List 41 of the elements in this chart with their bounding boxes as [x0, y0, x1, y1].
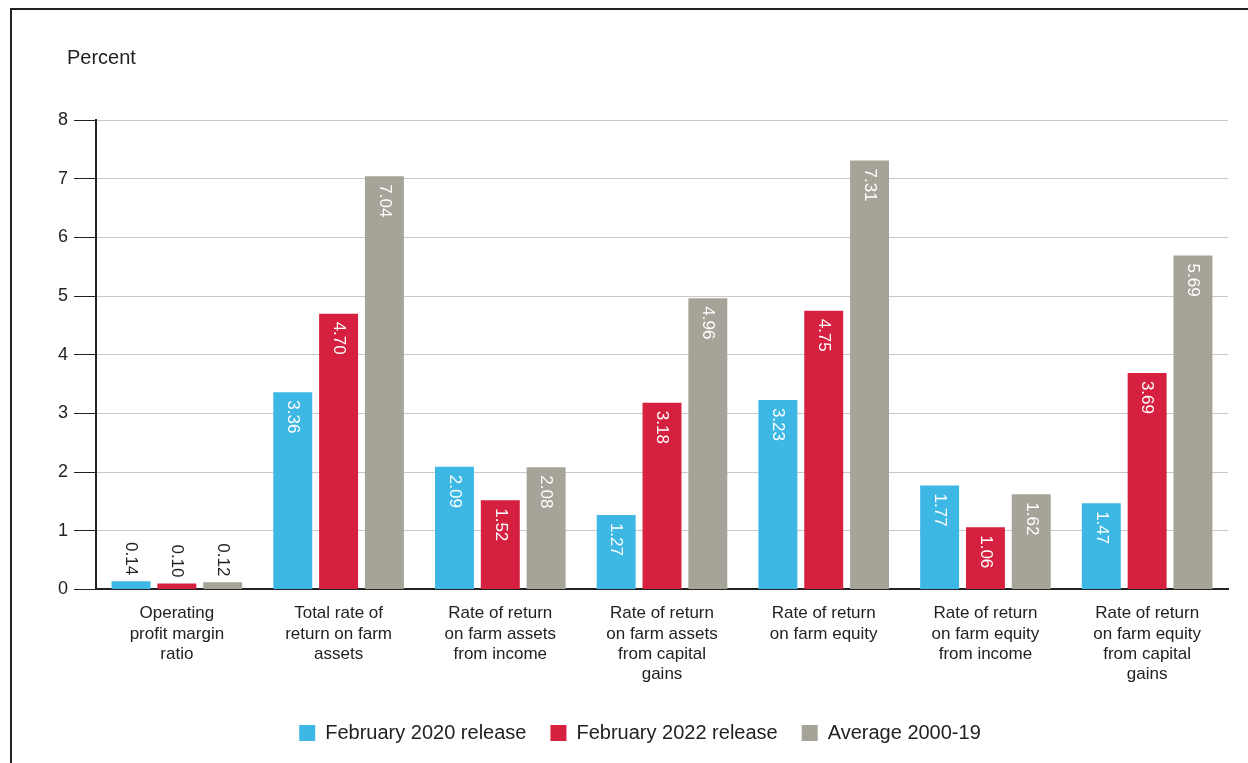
data-label: 1.77: [930, 493, 950, 527]
data-label: 3.23: [769, 407, 789, 441]
y-tick-label: 2: [58, 461, 69, 482]
data-label: 4.75: [815, 318, 835, 352]
legend-label: February 2020 release: [325, 720, 527, 743]
y-tick-label: 4: [58, 343, 69, 364]
y-tick-label: 6: [58, 226, 69, 247]
data-label: 4.96: [699, 306, 719, 340]
data-label: 1.06: [976, 535, 996, 569]
data-label: 7.04: [375, 184, 395, 218]
data-label: 2.09: [445, 474, 465, 508]
x-tick-label: Rate of return on farm equity: [769, 603, 879, 643]
data-label: 1.47: [1092, 511, 1112, 545]
y-tick-label: 1: [58, 519, 69, 540]
y-tick-label: 0: [58, 578, 69, 599]
x-tick-label: Rate of return on farm equity from capital gains: [1093, 603, 1202, 684]
y-tick-label: 7: [58, 167, 69, 188]
x-tick-label: Operating profit margin ratio: [129, 603, 225, 664]
y-tick-label: 5: [58, 284, 69, 305]
data-label: 3.18: [653, 410, 673, 444]
data-label: 2.08: [537, 475, 557, 509]
y-tick-label: 8: [58, 108, 69, 129]
data-label: 4.70: [329, 321, 349, 355]
data-label: 1.52: [491, 508, 511, 542]
data-label: 1.62: [1022, 502, 1042, 536]
y-axis-title: Percent: [67, 46, 136, 69]
x-tick-label: Total rate of return on farm assets: [285, 603, 392, 664]
data-label: 0.12: [214, 543, 233, 577]
legend-label: February 2022 release: [576, 720, 778, 743]
legend-label: Average 2000-19: [827, 720, 981, 743]
y-tick-label: 3: [58, 402, 69, 423]
x-tick-label: Rate of return on farm assets from income: [444, 603, 557, 664]
data-label: 5.69: [1184, 263, 1204, 297]
x-tick-label: Rate of return on farm equity from income: [931, 603, 1040, 664]
data-label: 1.27: [607, 522, 627, 556]
data-label: 7.31: [860, 168, 880, 202]
data-label: 0.10: [168, 544, 188, 578]
x-tick-label: Rate of return on farm assets from capital gains: [606, 603, 718, 684]
data-label: 3.36: [284, 400, 304, 434]
data-label: 3.69: [1138, 380, 1158, 414]
data-label: 0.14: [122, 542, 142, 576]
